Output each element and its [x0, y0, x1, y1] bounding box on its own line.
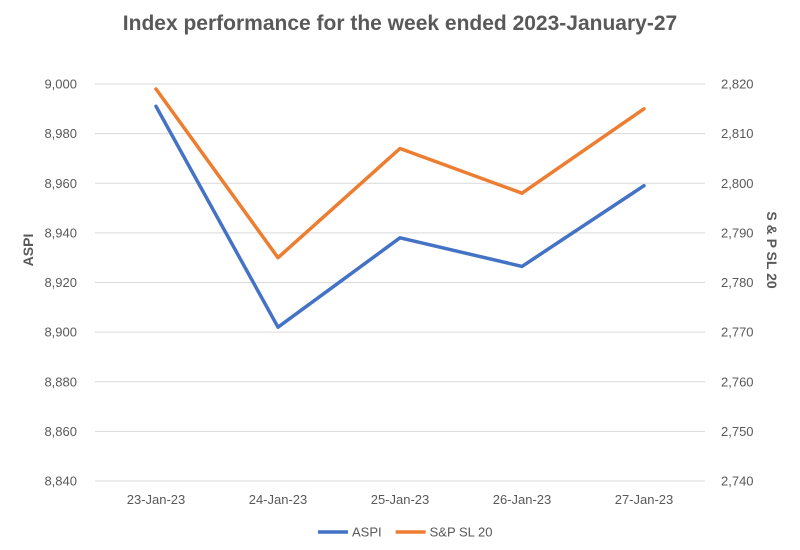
right-tick-label: 2,760 [721, 374, 754, 389]
legend: ASPI S&P SL 20 [318, 525, 493, 540]
right-tick-label: 2,790 [721, 225, 754, 240]
x-axis-ticks: 23-Jan-23 24-Jan-23 25-Jan-23 26-Jan-23 27-J… [127, 492, 674, 507]
right-tick-label: 2,770 [721, 325, 754, 340]
right-axis-ticks: 2,740 2,750 2,760 2,770 2,780 2,790 2,800 2,810… [721, 77, 754, 489]
left-tick-label: 8,860 [44, 424, 77, 439]
left-tick-label: 8,880 [44, 374, 77, 389]
x-tick-label: 23-Jan-23 [127, 492, 186, 507]
gridlines [95, 83, 705, 432]
left-tick-label: 8,900 [44, 325, 77, 340]
left-tick-label: 8,920 [44, 275, 77, 290]
right-tick-label: 2,750 [721, 424, 754, 439]
right-tick-label: 2,820 [721, 77, 754, 92]
left-axis-title: ASPI [20, 234, 36, 267]
right-tick-label: 2,740 [721, 474, 754, 489]
left-tick-label: 8,940 [44, 225, 77, 240]
x-tick-label: 27-Jan-23 [615, 492, 674, 507]
x-tick-label: 26-Jan-23 [493, 492, 552, 507]
right-tick-label: 2,780 [721, 275, 754, 290]
x-tick-label: 25-Jan-23 [371, 492, 430, 507]
left-tick-label: 8,980 [44, 126, 77, 141]
left-tick-label: 8,840 [44, 474, 77, 489]
right-tick-label: 2,810 [721, 126, 754, 141]
series-line-aspi [154, 104, 646, 329]
left-axis-ticks: 8,840 8,860 8,880 8,900 8,920 8,940 8,960 8,980… [44, 77, 77, 489]
chart-title: Index performance for the week ended 202… [123, 12, 677, 35]
x-tick-label: 24-Jan-23 [249, 492, 308, 507]
series-layer [154, 87, 646, 329]
right-tick-label: 2,800 [721, 176, 754, 191]
series-line-s-p-sl-20 [154, 87, 646, 260]
legend-label-s-p-sl-20: S&P SL 20 [430, 525, 493, 540]
right-axis-title: S & P SL 20 [764, 211, 780, 289]
legend-label-aspi: ASPI [352, 525, 382, 540]
left-tick-label: 9,000 [44, 77, 77, 92]
left-tick-label: 8,960 [44, 176, 77, 191]
